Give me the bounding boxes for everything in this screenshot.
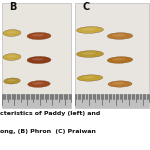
Bar <box>75 3 149 108</box>
Ellipse shape <box>3 54 21 60</box>
Ellipse shape <box>27 56 51 64</box>
Ellipse shape <box>113 82 125 84</box>
Ellipse shape <box>32 82 44 84</box>
Ellipse shape <box>32 58 44 61</box>
Ellipse shape <box>112 34 125 36</box>
Text: ong, (B) Phron  (C) Praiwan: ong, (B) Phron (C) Praiwan <box>0 129 96 134</box>
Ellipse shape <box>107 57 133 63</box>
Bar <box>2 3 71 108</box>
Ellipse shape <box>76 51 103 57</box>
Ellipse shape <box>7 55 16 57</box>
Ellipse shape <box>82 28 95 31</box>
Ellipse shape <box>28 81 50 87</box>
Bar <box>75 94 149 108</box>
Bar <box>2 94 71 108</box>
Ellipse shape <box>77 75 103 81</box>
Ellipse shape <box>76 27 103 33</box>
Ellipse shape <box>7 31 16 33</box>
Ellipse shape <box>4 78 20 84</box>
Ellipse shape <box>107 33 133 39</box>
Text: C: C <box>82 2 90 12</box>
Ellipse shape <box>112 58 125 60</box>
Ellipse shape <box>82 52 95 54</box>
Ellipse shape <box>108 81 132 87</box>
Ellipse shape <box>82 76 95 78</box>
Text: B: B <box>9 2 16 12</box>
Ellipse shape <box>7 79 15 81</box>
Ellipse shape <box>27 32 51 40</box>
Ellipse shape <box>3 30 21 36</box>
Text: cteristics of Paddy (left) and: cteristics of Paddy (left) and <box>0 111 100 116</box>
Ellipse shape <box>32 34 44 37</box>
